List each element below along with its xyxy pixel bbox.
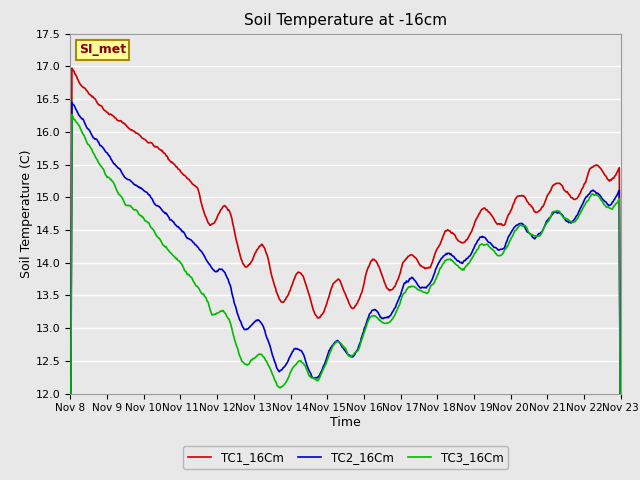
TC2_16Cm [134, 183, 141, 189]
TC1_16Cm [429, 256, 437, 262]
TC3_16Cm [190, 279, 198, 285]
TC3_16Cm [413, 286, 421, 292]
TC1_16Cm [77, 83, 85, 88]
Line: TC3_16Cm: TC3_16Cm [70, 114, 621, 480]
TC1_16Cm [190, 182, 198, 188]
TC2_16Cm [219, 267, 227, 273]
TC3_16Cm [77, 128, 85, 133]
Y-axis label: Soil Temperature (C): Soil Temperature (C) [20, 149, 33, 278]
TC1_16Cm [68, 65, 76, 71]
TC2_16Cm [190, 240, 198, 245]
X-axis label: Time: Time [330, 416, 361, 429]
TC1_16Cm [219, 204, 227, 210]
TC1_16Cm [134, 131, 141, 136]
TC3_16Cm [429, 281, 437, 287]
TC3_16Cm [219, 308, 227, 313]
TC3_16Cm [134, 209, 141, 215]
Legend: TC1_16Cm, TC2_16Cm, TC3_16Cm: TC1_16Cm, TC2_16Cm, TC3_16Cm [183, 446, 508, 469]
Line: TC2_16Cm: TC2_16Cm [70, 103, 621, 480]
Title: Soil Temperature at -16cm: Soil Temperature at -16cm [244, 13, 447, 28]
TC3_16Cm [68, 111, 76, 117]
TC2_16Cm [429, 274, 437, 279]
TC2_16Cm [68, 100, 76, 106]
TC2_16Cm [77, 115, 85, 121]
Text: SI_met: SI_met [79, 43, 126, 56]
TC2_16Cm [413, 281, 421, 287]
TC1_16Cm [413, 257, 421, 263]
Line: TC1_16Cm: TC1_16Cm [70, 68, 621, 480]
